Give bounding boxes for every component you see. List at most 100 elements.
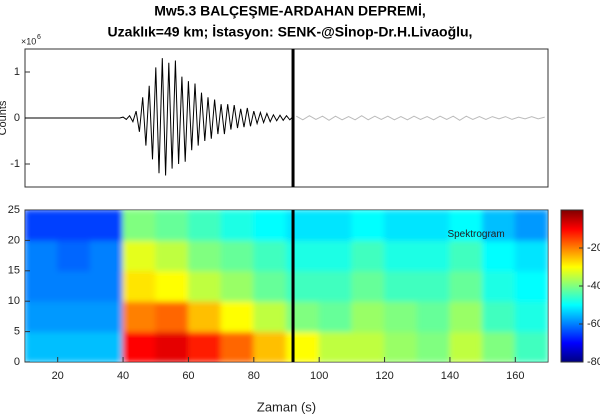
cell — [89, 239, 124, 272]
cell — [351, 210, 386, 241]
cell — [220, 331, 255, 362]
y-axis-label: Counts — [0, 100, 9, 135]
cell — [220, 270, 255, 302]
cell — [253, 331, 287, 362]
cell — [57, 270, 91, 302]
x-tick-label: 160 — [506, 370, 524, 382]
x-tick-label: 120 — [375, 370, 393, 382]
cell — [25, 270, 59, 302]
x-tick-label: 100 — [310, 370, 328, 382]
cell — [286, 270, 320, 302]
cell — [351, 239, 386, 272]
cell — [155, 331, 189, 362]
spectrogram — [25, 210, 548, 362]
waveform — [296, 115, 545, 121]
cell — [253, 210, 287, 241]
cell — [351, 331, 386, 362]
cell — [449, 239, 484, 272]
cell — [318, 270, 353, 302]
cell — [122, 300, 157, 333]
waveform — [25, 58, 294, 176]
x-tick-label: 20 — [52, 370, 64, 382]
x-tick-label: 80 — [248, 370, 260, 382]
cell — [351, 270, 386, 302]
cell — [416, 331, 451, 362]
cell — [89, 270, 124, 302]
cell — [449, 210, 484, 241]
cell — [318, 239, 353, 272]
cell — [318, 300, 353, 333]
cell — [416, 239, 451, 272]
colorbar-tick-label: -20 — [587, 242, 600, 254]
cell — [220, 210, 255, 241]
x-tick-label: 140 — [441, 370, 459, 382]
cell — [482, 331, 516, 362]
cell — [482, 300, 516, 333]
x-tick-label: 60 — [182, 370, 194, 382]
cell — [514, 270, 548, 302]
cell — [514, 331, 548, 362]
cell — [449, 300, 484, 333]
cell — [187, 210, 222, 241]
cell — [384, 270, 418, 302]
cell — [514, 210, 548, 241]
cell — [449, 331, 484, 362]
y-tick-label: 20 — [8, 234, 20, 246]
cell — [122, 331, 157, 362]
cell — [253, 270, 287, 302]
cell — [286, 300, 320, 333]
y-tick-label: 10 — [8, 295, 20, 307]
cell — [155, 210, 189, 241]
cell — [482, 210, 516, 241]
plot-area — [25, 210, 548, 362]
colorbar-tick-label: -40 — [587, 280, 600, 292]
cell — [122, 239, 157, 272]
chart-subtitle: Uzaklık=49 km; İstasyon: SENK-@Sİnop-Dr.… — [108, 24, 473, 40]
cell — [187, 331, 222, 362]
cell — [57, 300, 91, 333]
cell — [122, 210, 157, 241]
cell — [384, 210, 418, 241]
cell — [155, 270, 189, 302]
cell — [25, 239, 59, 272]
cell — [253, 239, 287, 272]
y-scale-label: ×10 — [21, 36, 36, 46]
x-tick-label: 40 — [117, 370, 129, 382]
cell — [449, 270, 484, 302]
colorbar-tick-label: -80 — [587, 356, 600, 368]
cell — [482, 239, 516, 272]
y-scale-power: 6 — [37, 34, 41, 41]
cell — [89, 210, 124, 241]
cell — [514, 300, 548, 333]
cell — [220, 239, 255, 272]
cell — [155, 239, 189, 272]
cell — [286, 331, 320, 362]
cell — [416, 270, 451, 302]
cell — [220, 300, 255, 333]
cell — [25, 300, 59, 333]
cell — [187, 239, 222, 272]
cell — [318, 210, 353, 241]
cell — [57, 239, 91, 272]
y-tick-label: 25 — [8, 204, 20, 216]
cell — [57, 331, 91, 362]
cell — [155, 300, 189, 333]
y-tick-label: 1 — [14, 66, 20, 78]
cell — [384, 300, 418, 333]
cell — [416, 300, 451, 333]
cell — [351, 300, 386, 333]
colorbar-tick-label: -60 — [587, 318, 600, 330]
plot-area — [25, 58, 545, 176]
cell — [25, 331, 59, 362]
cell — [122, 270, 157, 302]
y-tick-label: -1 — [10, 158, 20, 170]
cell — [514, 239, 548, 272]
y-tick-label: 0 — [14, 112, 20, 124]
cell — [57, 210, 91, 241]
chart-title: Mw5.3 BALÇEŞME-ARDAHAN DEPREMİ, — [154, 3, 425, 19]
cell — [416, 210, 451, 241]
y-tick-label: 0 — [14, 356, 20, 368]
y-tick-label: 5 — [14, 326, 20, 338]
cell — [286, 239, 320, 272]
